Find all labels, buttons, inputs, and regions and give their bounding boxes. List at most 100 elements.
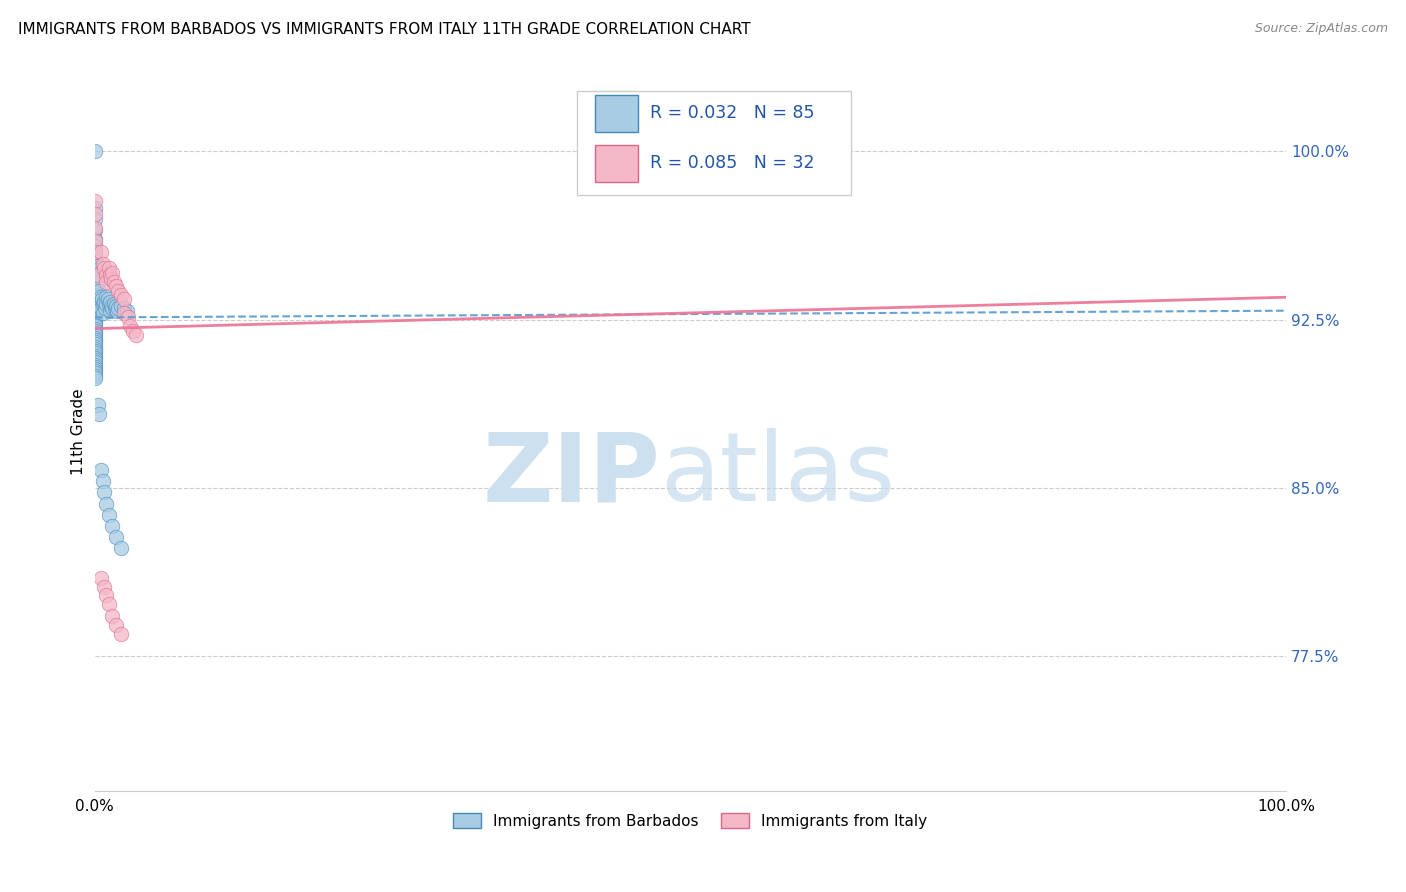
- Point: [83, 368, 105, 383]
- Point: [121, 324, 143, 338]
- Point: [83, 281, 105, 295]
- Point: [83, 362, 105, 376]
- Point: [83, 330, 105, 344]
- Point: [83, 337, 105, 351]
- Point: [83, 250, 105, 264]
- Point: [97, 293, 120, 307]
- Point: [103, 297, 125, 311]
- Point: [87, 268, 110, 282]
- Point: [98, 294, 121, 309]
- Point: [93, 294, 115, 309]
- Point: [83, 359, 105, 374]
- Point: [105, 299, 128, 313]
- Point: [83, 285, 105, 300]
- Point: [103, 275, 125, 289]
- Point: [83, 245, 105, 260]
- Point: [100, 299, 122, 313]
- Point: [83, 308, 105, 322]
- Point: [83, 223, 105, 237]
- Point: [93, 261, 115, 276]
- Point: [83, 299, 105, 313]
- Point: [83, 355, 105, 369]
- Point: [83, 328, 105, 343]
- Point: [96, 297, 118, 311]
- Legend: Immigrants from Barbados, Immigrants from Italy: Immigrants from Barbados, Immigrants fro…: [447, 806, 934, 835]
- Point: [83, 272, 105, 286]
- Point: [83, 344, 105, 359]
- Point: [87, 275, 110, 289]
- Point: [90, 301, 112, 316]
- Point: [105, 530, 128, 544]
- Point: [90, 290, 112, 304]
- Point: [83, 326, 105, 340]
- Point: [87, 398, 110, 412]
- Point: [90, 463, 112, 477]
- Point: [83, 268, 105, 282]
- Point: [97, 261, 120, 276]
- Point: [83, 340, 105, 354]
- Point: [97, 508, 120, 522]
- Point: [83, 358, 105, 372]
- Point: [83, 367, 105, 381]
- Point: [83, 145, 105, 159]
- Point: [83, 263, 105, 277]
- Point: [100, 272, 122, 286]
- Point: [101, 301, 124, 316]
- Point: [91, 474, 114, 488]
- Point: [83, 353, 105, 368]
- Point: [90, 570, 112, 584]
- Point: [83, 371, 105, 385]
- Point: [105, 303, 128, 318]
- Text: R = 0.085   N = 32: R = 0.085 N = 32: [650, 154, 814, 172]
- Text: Source: ZipAtlas.com: Source: ZipAtlas.com: [1254, 22, 1388, 36]
- FancyBboxPatch shape: [595, 95, 638, 132]
- Point: [83, 254, 105, 268]
- Point: [91, 297, 114, 311]
- Point: [83, 211, 105, 226]
- Point: [104, 301, 127, 316]
- Point: [110, 288, 132, 302]
- Point: [96, 589, 118, 603]
- Point: [90, 293, 112, 307]
- Point: [83, 294, 105, 309]
- Point: [83, 312, 105, 326]
- Point: [110, 541, 132, 556]
- Point: [83, 234, 105, 248]
- Point: [89, 284, 111, 298]
- Point: [83, 324, 105, 338]
- Point: [105, 617, 128, 632]
- Point: [107, 284, 129, 298]
- Text: IMMIGRANTS FROM BARBADOS VS IMMIGRANTS FROM ITALY 11TH GRADE CORRELATION CHART: IMMIGRANTS FROM BARBADOS VS IMMIGRANTS F…: [18, 22, 751, 37]
- Point: [83, 315, 105, 329]
- Point: [98, 303, 121, 318]
- Point: [83, 220, 105, 235]
- Point: [125, 328, 148, 343]
- FancyBboxPatch shape: [576, 91, 851, 195]
- Text: ZIP: ZIP: [482, 428, 661, 521]
- Point: [83, 259, 105, 273]
- Point: [93, 485, 115, 500]
- Y-axis label: 11th Grade: 11th Grade: [72, 389, 86, 475]
- Point: [96, 275, 118, 289]
- Point: [101, 608, 124, 623]
- Point: [83, 207, 105, 221]
- FancyBboxPatch shape: [595, 145, 638, 182]
- Point: [101, 266, 124, 280]
- Point: [115, 303, 138, 318]
- Point: [117, 310, 139, 325]
- Point: [90, 245, 112, 260]
- Point: [107, 301, 129, 316]
- Point: [83, 342, 105, 356]
- Point: [97, 598, 120, 612]
- Point: [110, 626, 132, 640]
- Text: atlas: atlas: [661, 428, 896, 521]
- Point: [120, 319, 142, 334]
- Point: [83, 303, 105, 318]
- Point: [83, 364, 105, 378]
- Point: [83, 346, 105, 360]
- Point: [89, 407, 111, 421]
- Point: [83, 306, 105, 320]
- Point: [83, 245, 105, 260]
- Point: [112, 301, 135, 316]
- Point: [96, 268, 118, 282]
